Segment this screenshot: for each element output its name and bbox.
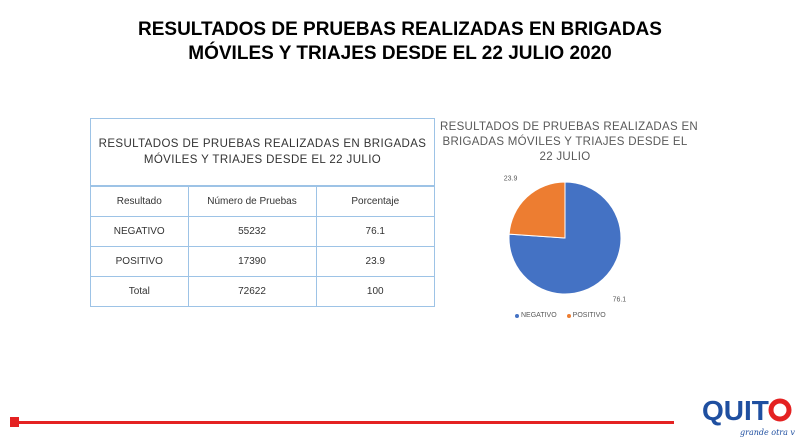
pie-chart: 76.1 23.9 — [504, 175, 627, 304]
cell-numero: 72622 — [187, 276, 317, 306]
table-row: Total 72622 100 — [91, 276, 434, 306]
logo-o-ring — [768, 398, 792, 422]
table-row: POSITIVO 17390 23.9 — [91, 246, 434, 277]
cell-numero: 17390 — [187, 246, 317, 277]
table-caption-line1: RESULTADOS DE PRUEBAS REALIZADAS EN BRIG… — [98, 138, 427, 150]
cell-resultado: NEGATIVO — [91, 216, 189, 247]
header-porcentaje: Porcentaje — [315, 186, 434, 217]
cell-porcentaje: 76.1 — [315, 216, 434, 247]
cell-resultado: POSITIVO — [91, 246, 189, 277]
slide-title-line1: RESULTADOS DE PRUEBAS REALIZADAS EN BRIG… — [138, 19, 662, 40]
legend-item-positivo: POSITIVO — [566, 312, 606, 319]
pie-title-line3: 22 JULIO — [539, 151, 591, 163]
pie-chart-title: RESULTADOS DE PRUEBAS REALIZADAS EN BRIG… — [440, 120, 699, 165]
legend-marker-positivo — [566, 313, 571, 318]
data-table: Resultado Número de Pruebas Porcentaje N… — [91, 186, 434, 306]
slide-title-line2: MÓVILES Y TRIAJES DESDE EL 22 JULIO 2020 — [188, 43, 612, 64]
logo-quit: QUIT — [702, 395, 769, 426]
pie-slice-positivo — [508, 181, 566, 239]
results-table: RESULTADOS DE PRUEBAS REALIZADAS EN BRIG… — [90, 118, 435, 307]
logo-tagline: grande otra vez — [740, 428, 795, 437]
legend-label-negativo: NEGATIVO — [521, 312, 557, 319]
pie-title-line2: BRIGADAS MÓVILES Y TRIAJES DESDE EL — [442, 136, 688, 148]
table-header-row: Resultado Número de Pruebas Porcentaje — [91, 186, 434, 217]
pie-title-line1: RESULTADOS DE PRUEBAS REALIZADAS EN — [440, 121, 699, 133]
footer-accent-line — [14, 421, 674, 424]
cell-numero: 55232 — [187, 216, 317, 247]
header-numero-pruebas: Número de Pruebas — [187, 186, 317, 217]
cell-porcentaje: 23.9 — [315, 246, 434, 277]
legend-label-positivo: POSITIVO — [572, 312, 606, 319]
legend-marker-negativo — [515, 313, 519, 318]
pie-data-label-negativo: 76.1 — [613, 297, 627, 304]
quito-logo: QUIT grande otra vez — [702, 395, 795, 437]
table-caption-line2: MÓVILES Y TRIAJES DESDE EL 22 JULIO — [143, 154, 382, 166]
legend-item-negativo: NEGATIVO — [515, 312, 557, 319]
table-row: NEGATIVO 55232 76.1 — [91, 216, 434, 247]
slide-title: RESULTADOS DE PRUEBAS REALIZADAS EN BRIG… — [80, 18, 720, 66]
pie-data-label-positivo: 23.9 — [504, 175, 518, 182]
header-resultado: Resultado — [91, 186, 189, 217]
pie-legend: NEGATIVO POSITIVO — [515, 312, 606, 319]
cell-resultado: Total — [91, 276, 189, 306]
table-caption: RESULTADOS DE PRUEBAS REALIZADAS EN BRIG… — [91, 119, 434, 186]
cell-porcentaje: 100 — [315, 276, 434, 306]
